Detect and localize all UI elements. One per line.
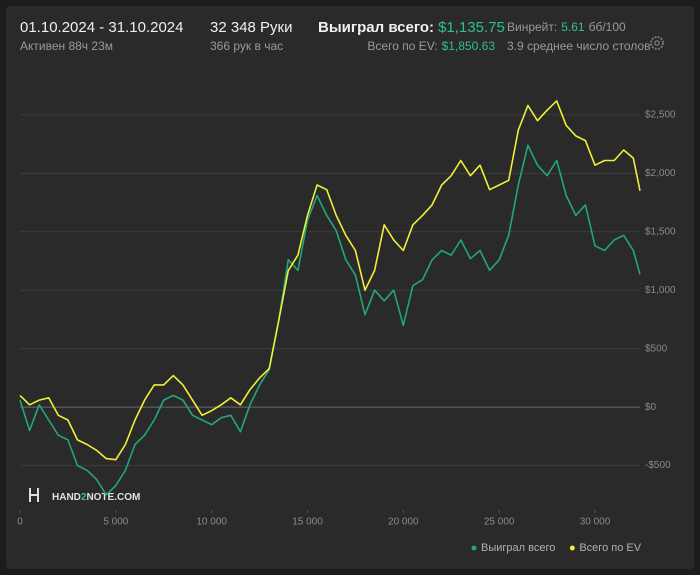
gear-outer[interactable] [650, 36, 664, 50]
ev-label: Всего по EV: [367, 39, 437, 53]
y-tick-label: $1,000 [645, 285, 676, 296]
logo-text: HAND2NOTE.COM [52, 492, 140, 503]
x-tick-label: 10 000 [196, 517, 227, 528]
y-tick-label: $2,500 [645, 110, 676, 121]
series-line [19, 100, 641, 461]
y-tick-label: $2,000 [645, 168, 676, 179]
winrate-value: 5.61 [561, 20, 585, 34]
x-tick-label: 25 000 [484, 517, 515, 528]
y-tick-label: $500 [645, 343, 668, 354]
hands: 32 348 Руки [210, 19, 293, 36]
x-tick-label: 5 000 [103, 517, 128, 528]
active-time: Активен 88ч 23м [20, 39, 113, 53]
logo-icon [29, 488, 39, 502]
x-tick-label: 20 000 [388, 517, 419, 528]
x-tick-label: 0 [17, 517, 23, 528]
logo-part: HAND [52, 492, 81, 503]
logo-part: NOTE.COM [86, 492, 140, 503]
x-tick-label: 30 000 [580, 517, 611, 528]
series-line [19, 144, 641, 496]
winrate-unit: бб/100 [589, 20, 626, 34]
hands-per-hour: 366 рук в час [210, 39, 283, 53]
won-total: Выиграл всего: $1,135.75 [318, 19, 505, 36]
legend-label: Выиграл всего [481, 542, 555, 554]
logo: HAND2NOTE.COM [29, 488, 140, 503]
legend-swatch [471, 545, 477, 551]
legend-label: Всего по EV [579, 542, 641, 554]
x-tick-label: 15 000 [292, 517, 323, 528]
legend-swatch [569, 545, 575, 551]
y-tick-label: $0 [645, 402, 657, 413]
ev-total: Всего по EV: $1,850.63 [367, 39, 495, 53]
y-tick-label: -$500 [645, 460, 671, 471]
won-value: $1,135.75 [438, 19, 505, 36]
date-range: 01.10.2024 - 31.10.2024 [20, 19, 183, 36]
won-label: Выиграл всего: [318, 19, 434, 36]
winrate-label: Винрейт: [507, 20, 557, 34]
winrate: Винрейт: 5.61 бб/100 [507, 20, 626, 34]
tables: 3.9 среднее число столов [507, 39, 650, 53]
logo-part: 2 [81, 492, 87, 503]
y-tick-label: $1,500 [645, 226, 676, 237]
gear-inner[interactable] [654, 40, 660, 46]
settings-icon[interactable] [650, 36, 664, 50]
ev-value: $1,850.63 [442, 39, 496, 53]
panel [6, 6, 694, 569]
